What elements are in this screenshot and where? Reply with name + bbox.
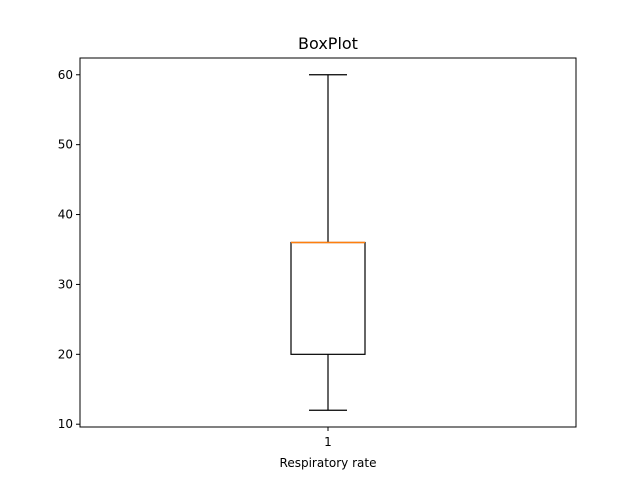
chart-title: BoxPlot <box>298 34 358 53</box>
y-tick-label: 20 <box>58 347 73 361</box>
x-axis: 1 <box>324 427 332 449</box>
y-tick-label: 60 <box>58 68 73 82</box>
box-group <box>290 74 366 411</box>
x-tick-label: 1 <box>324 435 332 449</box>
y-tick-label: 40 <box>58 208 73 222</box>
y-axis: 10 20 30 40 50 60 <box>58 68 80 431</box>
y-tick-label: 10 <box>58 417 73 431</box>
iqr-box <box>290 241 366 355</box>
y-tick-label: 30 <box>58 277 73 291</box>
y-tick-label: 50 <box>58 138 73 152</box>
x-axis-label: Respiratory rate <box>280 456 377 470</box>
